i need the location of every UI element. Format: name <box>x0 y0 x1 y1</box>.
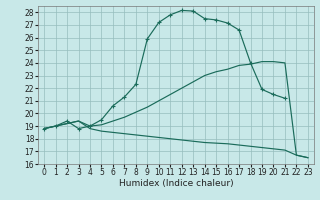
X-axis label: Humidex (Indice chaleur): Humidex (Indice chaleur) <box>119 179 233 188</box>
